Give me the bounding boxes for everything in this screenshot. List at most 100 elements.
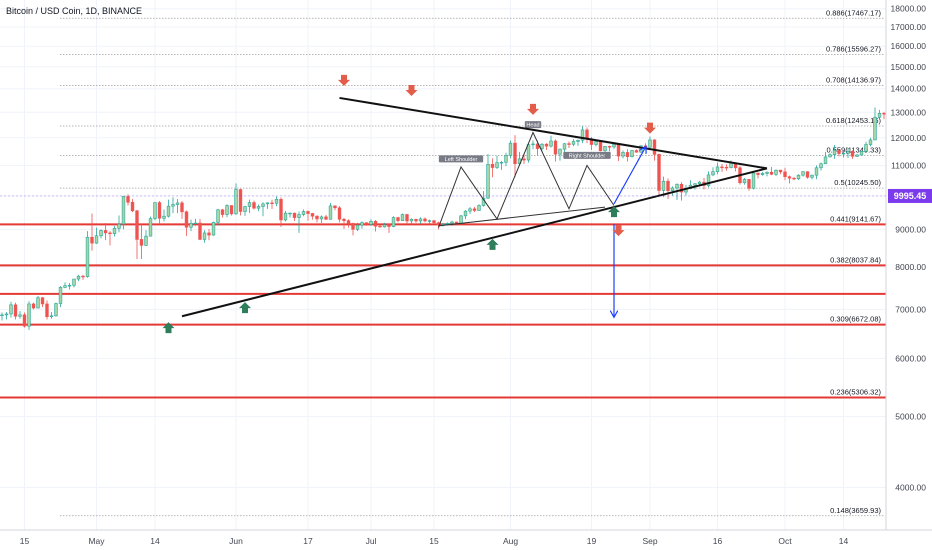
- candle-body: [72, 278, 76, 286]
- candle-body: [99, 230, 103, 237]
- candle-body: [130, 201, 135, 212]
- candle-body: [162, 215, 166, 219]
- candle-body: [283, 212, 288, 221]
- candle-body: [247, 202, 252, 207]
- candle-body: [261, 203, 265, 207]
- candle-body: [630, 150, 634, 157]
- candle-body: [747, 179, 751, 189]
- projection-arrows: [614, 147, 646, 316]
- candle-body: [598, 141, 603, 152]
- candle-body: [765, 171, 769, 174]
- pattern-label: Left Shoulder: [445, 157, 478, 163]
- candle-body: [522, 158, 526, 161]
- y-tick-label: 12000.00: [891, 133, 927, 143]
- candle-body: [634, 150, 639, 153]
- candle-body: [36, 297, 40, 309]
- up-arrow-marker: [486, 238, 499, 250]
- candle-body: [220, 209, 225, 215]
- candle-body: [693, 183, 697, 186]
- candle-body: [801, 171, 805, 176]
- candle-body: [270, 202, 274, 205]
- fib-label: 0.382(8037.84): [830, 255, 881, 264]
- y-tick-label: 5000.00: [895, 411, 926, 421]
- x-tick-label: 15: [429, 536, 439, 546]
- candle-body: [607, 146, 612, 148]
- candle-body: [778, 169, 783, 173]
- candle-body: [315, 215, 319, 220]
- candle-body: [720, 166, 724, 169]
- down-arrow-marker: [612, 225, 625, 237]
- candle-body: [216, 209, 220, 223]
- down-arrow-marker: [527, 103, 539, 115]
- candle-body: [234, 189, 238, 215]
- candle-body: [211, 222, 216, 236]
- candle-body: [873, 116, 877, 141]
- candle-body: [796, 174, 801, 180]
- candle-body: [45, 303, 49, 318]
- candle-body: [832, 149, 837, 155]
- candle-body: [490, 164, 495, 168]
- candle-body: [823, 156, 828, 165]
- candle-body: [859, 151, 864, 156]
- candle-body: [472, 208, 477, 211]
- candle-body: [346, 220, 351, 224]
- candles: [0, 107, 886, 331]
- candle-body: [67, 284, 72, 287]
- candle-body: [805, 171, 810, 178]
- candle-body: [459, 215, 463, 225]
- candle-body: [49, 315, 54, 318]
- candle-body: [184, 211, 189, 228]
- fib-label: 0.559(11349.33): [827, 146, 882, 155]
- down-arrow-marker: [405, 85, 418, 97]
- candle-body: [468, 208, 472, 212]
- candle-body: [508, 142, 513, 156]
- candle-body: [81, 275, 85, 278]
- fib-label: 0.148(3659.93): [830, 506, 881, 515]
- candle-body: [238, 189, 243, 212]
- candle-body: [198, 222, 202, 240]
- candle-body: [756, 172, 760, 175]
- fib-label: 0.5(10245.50): [834, 178, 881, 187]
- x-tick-label: Sep: [642, 536, 657, 546]
- up-arrow-marker: [608, 206, 620, 218]
- candle-body: [562, 143, 567, 150]
- candle-body: [463, 210, 468, 217]
- candle-body: [306, 211, 310, 214]
- candle-body: [85, 236, 90, 277]
- candle-body: [828, 154, 832, 158]
- candle-body: [94, 235, 99, 244]
- x-tick-label: 14: [150, 536, 160, 546]
- x-tick-label: 19: [587, 536, 597, 546]
- markers: [162, 74, 656, 334]
- pattern-label-bg: [563, 151, 611, 159]
- y-tick-label: 14000.00: [891, 84, 927, 94]
- candle-body: [774, 169, 778, 175]
- candle-body: [549, 140, 553, 147]
- candle-body: [387, 224, 391, 227]
- candle-body: [40, 297, 45, 305]
- fib-label: 0.236(5306.32): [830, 388, 881, 397]
- candle-body: [342, 218, 346, 221]
- candle-body: [544, 143, 549, 147]
- candle-body: [292, 212, 297, 218]
- candle-body: [513, 142, 517, 165]
- candle-body: [648, 139, 652, 148]
- y-tick-label: 6000.00: [895, 353, 926, 363]
- fib-label: 0.886(17467.17): [826, 8, 882, 17]
- candle-body: [355, 224, 360, 230]
- pattern-label: Right Shoulder: [569, 153, 606, 159]
- candle-body: [229, 205, 234, 215]
- candle-body: [54, 303, 58, 317]
- candle-body: [333, 205, 337, 209]
- y-tick-label: 9000.00: [895, 224, 926, 234]
- candle-body: [526, 144, 531, 161]
- candle-body: [373, 221, 378, 227]
- candle-body: [675, 183, 679, 189]
- candle-body: [504, 155, 508, 163]
- pattern-path: [438, 131, 615, 228]
- candle-body: [612, 143, 616, 148]
- y-tick-label: 17000.00: [891, 22, 927, 32]
- candle-body: [148, 218, 153, 237]
- candle-body: [571, 141, 576, 145]
- candle-body: [427, 220, 432, 222]
